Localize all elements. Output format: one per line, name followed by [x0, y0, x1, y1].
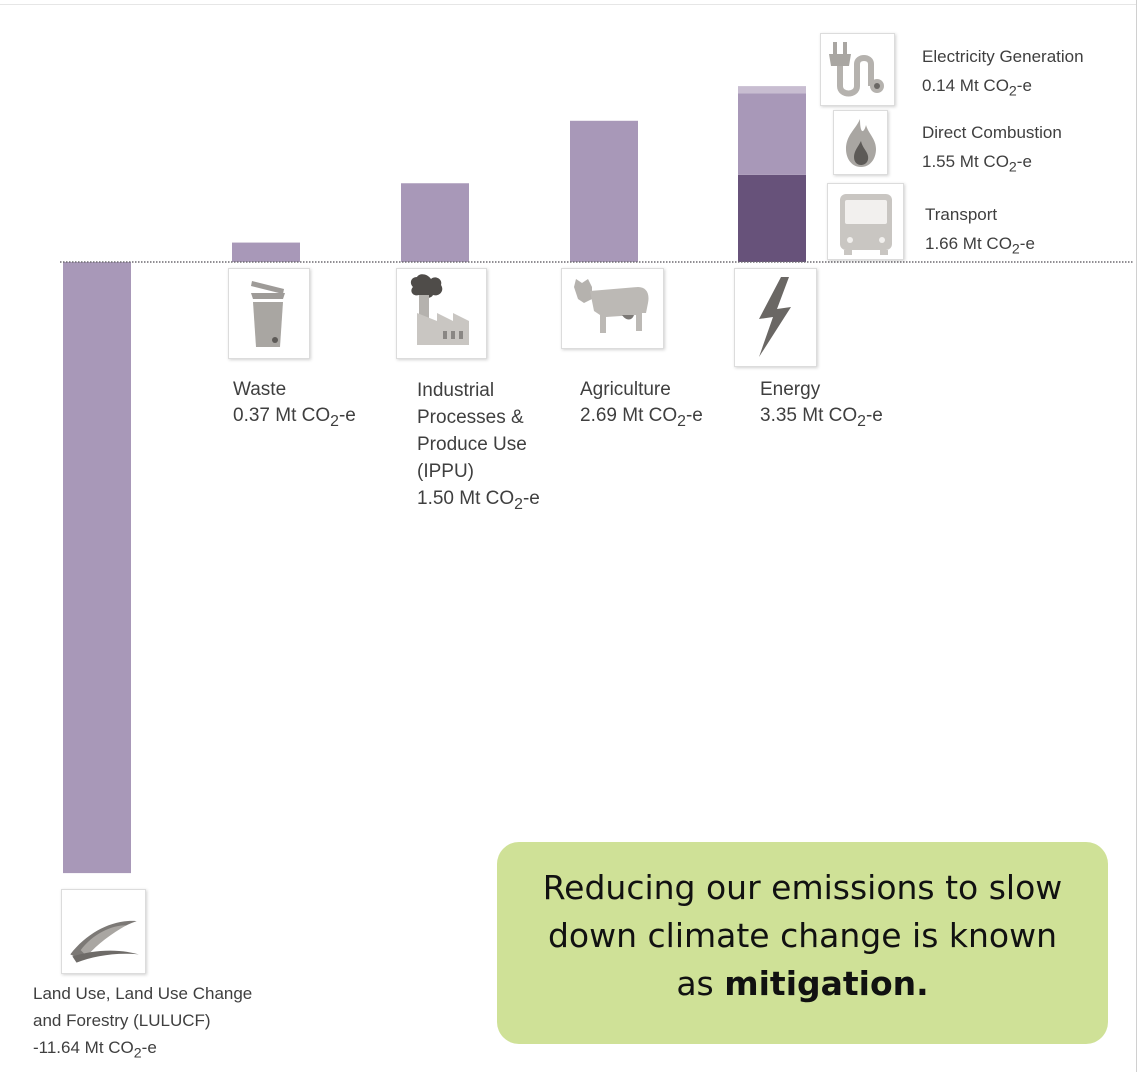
flame-icon — [846, 119, 876, 167]
agriculture-icon-box — [561, 268, 664, 349]
waste-label: Waste 0.37 Mt CO2-e — [233, 377, 356, 435]
combustion-icon-box — [833, 110, 888, 175]
mitigation-callout: Reducing our emissions to slow down clim… — [497, 842, 1108, 1044]
agriculture-value: 2.69 Mt CO2-e — [580, 405, 703, 430]
waste-name: Waste — [233, 379, 287, 400]
transport-icon-box — [827, 183, 904, 260]
callout-emphasis: mitigation. — [724, 964, 929, 1003]
agriculture-bar — [570, 120, 638, 263]
top-border — [0, 4, 1137, 5]
energy-label: Energy 3.35 Mt CO2-e — [760, 377, 883, 435]
bar-group — [63, 86, 806, 874]
callout-line3: as mitigation. — [527, 960, 1078, 1008]
lulucf-name-line1: Land Use, Land Use Change — [33, 984, 253, 1003]
lulucf-value: -11.64 Mt CO2-e — [33, 1038, 157, 1062]
electricity-name: Electricity Generation — [922, 47, 1084, 66]
energy-bar-electricity-generation — [738, 86, 806, 94]
ippu-icon-box — [396, 268, 487, 359]
energy-value: 3.35 Mt CO2-e — [760, 405, 883, 430]
combustion-label: Direct Combustion 1.55 Mt CO2-e — [922, 118, 1062, 182]
electricity-icon-box — [820, 33, 895, 106]
callout-prefix: as — [676, 964, 725, 1003]
right-border — [1136, 0, 1137, 1072]
rubbish-bin-icon — [251, 281, 285, 347]
transport-label: Transport 1.66 Mt CO2-e — [925, 200, 1035, 264]
energy-name: Energy — [760, 379, 821, 400]
transport-name: Transport — [925, 205, 998, 224]
ippu-bar — [401, 183, 469, 262]
ippu-name-line1: Industrial — [417, 380, 495, 401]
energy-bar-direct-combustion — [738, 93, 806, 175]
ippu-value: 1.50 Mt CO2-e — [417, 488, 540, 513]
agriculture-label: Agriculture 2.69 Mt CO2-e — [580, 377, 703, 435]
combustion-name: Direct Combustion — [922, 123, 1062, 142]
waste-value: 0.37 Mt CO2-e — [233, 405, 356, 430]
ippu-name-line4: (IPPU) — [417, 461, 474, 482]
energy-bar-transport — [738, 174, 806, 262]
power-plug-icon — [829, 42, 884, 97]
ippu-label: Industrial Processes & Produce Use (IPPU… — [417, 377, 540, 518]
transport-value: 1.66 Mt CO2-e — [925, 234, 1035, 258]
cow-icon — [574, 279, 649, 333]
waste-bar — [232, 242, 300, 262]
ippu-name-line2: Processes & — [417, 407, 524, 428]
factory-icon — [410, 274, 469, 345]
lulucf-icon-box — [61, 889, 146, 974]
lulucf-bar — [63, 262, 131, 874]
energy-icon-box — [734, 268, 817, 367]
combustion-value: 1.55 Mt CO2-e — [922, 152, 1032, 176]
callout-line2: down climate change is known — [547, 916, 1058, 955]
leaf-icon — [70, 920, 139, 963]
lightning-bolt-icon — [759, 277, 791, 357]
lulucf-label: Land Use, Land Use Change and Forestry (… — [33, 980, 252, 1067]
agriculture-name: Agriculture — [580, 379, 671, 400]
lulucf-name-line2: and Forestry (LULUCF) — [33, 1011, 211, 1030]
electricity-label: Electricity Generation 0.14 Mt CO2-e — [922, 42, 1084, 106]
bus-icon — [840, 194, 892, 255]
ippu-name-line3: Produce Use — [417, 434, 527, 455]
waste-icon-box — [228, 268, 310, 359]
callout-line1: Reducing our emissions to slow — [542, 868, 1063, 907]
electricity-value: 0.14 Mt CO2-e — [922, 76, 1032, 100]
